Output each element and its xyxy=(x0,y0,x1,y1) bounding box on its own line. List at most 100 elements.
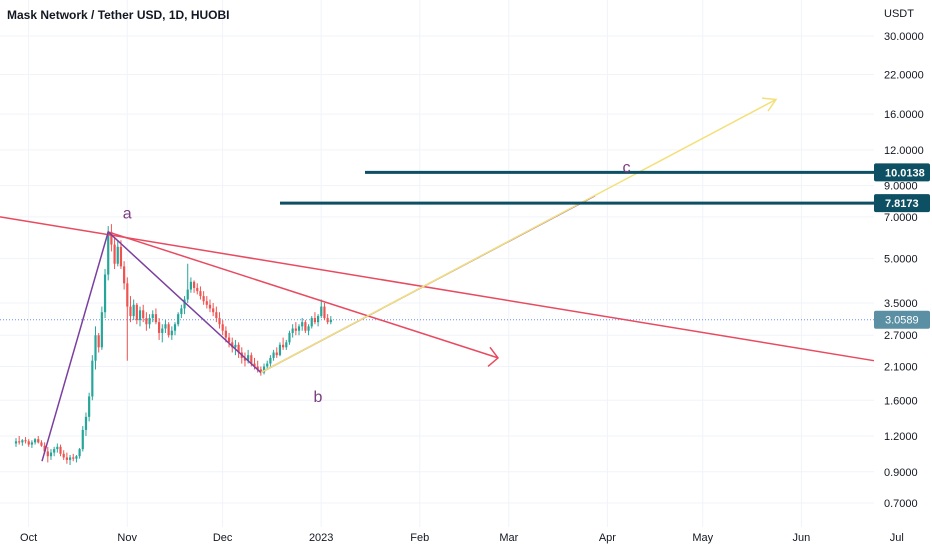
candle-body xyxy=(282,344,285,348)
drawings-layer xyxy=(0,97,875,462)
candle xyxy=(18,436,21,445)
candle xyxy=(212,302,215,317)
candle-body xyxy=(183,299,186,309)
candle xyxy=(49,449,53,460)
candle xyxy=(304,320,307,333)
candle-body xyxy=(142,310,145,319)
candle xyxy=(81,426,84,452)
wave-path xyxy=(41,195,596,462)
candle xyxy=(138,306,142,327)
candle-body xyxy=(313,318,317,323)
candle xyxy=(301,318,304,331)
candle-body xyxy=(199,291,202,297)
wave-label-c: c xyxy=(622,160,630,177)
candle xyxy=(148,314,151,329)
candles-layer xyxy=(14,224,332,466)
candle-body xyxy=(78,449,81,457)
candle xyxy=(46,446,49,463)
candle xyxy=(189,277,192,293)
candle-body xyxy=(310,318,313,327)
candle xyxy=(326,314,329,325)
candle xyxy=(30,440,33,448)
candle xyxy=(266,360,269,370)
candle-body xyxy=(119,246,123,267)
candle-body xyxy=(53,449,56,453)
candle xyxy=(135,302,138,325)
candle xyxy=(196,283,199,295)
candle-body xyxy=(180,308,183,315)
candle xyxy=(231,337,234,353)
candle xyxy=(154,308,158,325)
candle xyxy=(110,224,113,252)
candle-body xyxy=(326,318,329,323)
price-level-badge xyxy=(874,194,930,213)
candle-body xyxy=(132,304,135,317)
candle-body xyxy=(40,442,43,446)
wave-label-b: b xyxy=(314,389,323,406)
candle-body xyxy=(103,274,107,313)
candle-body xyxy=(189,281,192,290)
candle xyxy=(186,263,189,303)
candle-body xyxy=(269,357,272,364)
trendline-long xyxy=(0,216,875,362)
price-level-badge-text: 10.0138 xyxy=(885,167,925,179)
candle-body xyxy=(123,266,126,284)
price-tick-label: 3.5000 xyxy=(884,298,918,310)
candle-body xyxy=(100,312,103,348)
candle xyxy=(164,320,167,333)
candle-body xyxy=(21,440,24,443)
candle-body xyxy=(329,319,332,323)
candle-body xyxy=(253,363,256,367)
candle-body xyxy=(320,306,323,317)
candle-body xyxy=(107,231,110,275)
price-axis-bg xyxy=(874,0,932,550)
price-tick-label: 2.1000 xyxy=(884,361,918,373)
candle-body xyxy=(129,306,132,317)
candle xyxy=(103,269,107,319)
candle xyxy=(218,312,221,329)
candle-body xyxy=(37,439,40,443)
candle-body xyxy=(110,231,113,245)
candle-body xyxy=(186,289,189,300)
candle-body xyxy=(138,310,142,321)
time-tick-label: Jul xyxy=(890,532,904,544)
trendline-arrow xyxy=(107,231,499,359)
candle xyxy=(24,437,27,444)
candle xyxy=(323,302,326,321)
candle xyxy=(192,280,196,293)
time-tick-label: Nov xyxy=(117,532,137,544)
candle xyxy=(119,240,123,270)
candle-body xyxy=(278,344,282,356)
candle-body xyxy=(164,324,167,329)
candle-body xyxy=(291,328,294,333)
trendline-arrowhead xyxy=(487,346,500,368)
candle xyxy=(65,452,68,464)
candle-body xyxy=(294,328,297,331)
price-tick-label: 0.9000 xyxy=(884,467,918,479)
candle-body xyxy=(27,441,30,445)
candle-body xyxy=(46,451,49,457)
candle-body xyxy=(259,369,262,373)
candle xyxy=(317,314,320,327)
time-tick-label: 2023 xyxy=(309,532,333,544)
candle-body xyxy=(68,457,72,460)
candle xyxy=(161,324,164,343)
candle-body xyxy=(307,326,310,331)
price-tick-label: 7.0000 xyxy=(884,212,918,224)
candle xyxy=(100,306,103,350)
candle xyxy=(78,447,81,459)
candle-body xyxy=(275,352,278,356)
candle xyxy=(97,332,100,353)
candle-body xyxy=(113,244,116,264)
candle-body xyxy=(94,335,97,361)
time-tick-label: May xyxy=(692,532,713,544)
candle-body xyxy=(14,441,18,444)
candle-body xyxy=(224,330,227,338)
candle-body xyxy=(24,440,27,442)
price-tick-label: 1.6000 xyxy=(884,395,918,407)
candle-body xyxy=(272,352,275,358)
candle xyxy=(237,342,240,358)
candle-body xyxy=(59,446,62,454)
candle xyxy=(113,238,116,270)
